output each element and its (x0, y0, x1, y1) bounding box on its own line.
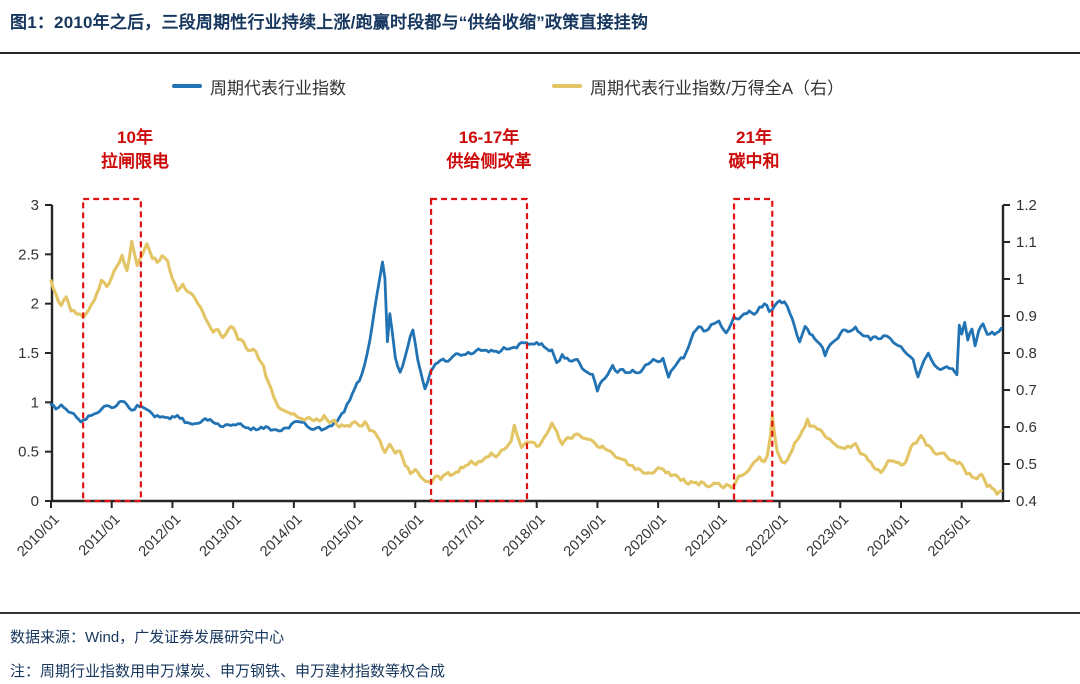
right-axis-tick-label: 1 (1016, 271, 1024, 288)
legend-label: 周期代表行业指数/万得全A（右） (590, 78, 845, 98)
data-source-text: 数据来源：Wind，广发证券发展研究中心 (10, 629, 285, 646)
right-axis-tick-label: 0.5 (1016, 456, 1037, 473)
right-axis-tick-label: 0.4 (1016, 493, 1037, 510)
x-axis-tick-label: 2018/01 (500, 512, 548, 560)
chart-legend: 周期代表行业指数 周期代表行业指数/万得全A（右） (0, 74, 1080, 98)
right-axis-tick-label: 0.7 (1016, 382, 1037, 399)
x-axis-tick-label: 2016/01 (379, 512, 427, 560)
blue-line-swatch-icon (172, 84, 202, 88)
x-axis-tick-label: 2023/01 (804, 512, 852, 560)
right-axis-tick-label: 0.6 (1016, 419, 1037, 436)
annotation-line: 10年 (117, 128, 153, 147)
right-axis-tick-label: 0.8 (1016, 345, 1037, 362)
annotation-line: 拉闸限电 (101, 152, 169, 171)
x-axis-tick-label: 2017/01 (439, 512, 487, 560)
x-axis-tick-label: 2013/01 (197, 512, 245, 560)
left-axis-tick-label: 1 (31, 394, 39, 411)
legend-label: 周期代表行业指数 (210, 78, 346, 98)
title-divider-line (0, 52, 1080, 54)
x-axis-tick-label: 2025/01 (925, 512, 973, 560)
annotation-line: 碳中和 (728, 152, 780, 171)
right-axis-tick-label: 0.9 (1016, 308, 1037, 325)
x-axis-tick-label: 2019/01 (561, 512, 609, 560)
annotation-line: 供给侧改革 (446, 152, 532, 171)
left-axis-tick-label: 2 (31, 296, 39, 313)
right-axis-tick-label: 1.2 (1016, 197, 1037, 214)
annotation-line: 16-17年 (458, 128, 520, 147)
series-line-cycle-ratio (49, 239, 1003, 496)
x-axis-tick-label: 2014/01 (257, 512, 305, 560)
annotation-line: 21年 (736, 128, 772, 147)
legend-item-cycle-ratio: 周期代表行业指数/万得全A（右） (552, 74, 844, 98)
figure-title: 图1：2010年之后，三段周期性行业持续上涨/跑赢时段都与“供给收缩”政策直接挂… (10, 13, 649, 32)
x-axis-tick-label: 2015/01 (318, 512, 366, 560)
annotation-2010-power-cuts: 10年 拉闸限电 (50, 126, 220, 174)
series-line-cycle-index (49, 260, 1003, 433)
x-axis-tick-label: 2024/01 (864, 512, 912, 560)
x-axis-tick-label: 2011/01 (76, 512, 124, 560)
left-axis-tick-label: 1.5 (18, 345, 39, 362)
legend-item-cycle-index: 周期代表行业指数 (172, 74, 346, 98)
left-axis-tick-label: 0.5 (18, 444, 39, 461)
x-axis-tick-label: 2020/01 (622, 512, 670, 560)
annotation-2016-supply-side-reform: 16-17年 供给侧改革 (404, 126, 574, 174)
left-axis-tick-label: 0 (31, 493, 39, 510)
x-axis-tick-label: 2010/01 (14, 512, 62, 560)
annotation-2021-carbon-neutrality: 21年 碳中和 (669, 126, 839, 174)
footnote-text: 注：周期行业指数用申万煤炭、申万钢铁、申万建材指数等权合成 (10, 663, 446, 680)
yellow-line-swatch-icon (552, 84, 582, 88)
right-axis-tick-label: 1.1 (1016, 234, 1037, 251)
x-axis-tick-label: 2012/01 (136, 512, 184, 560)
footer-divider-line (0, 612, 1080, 614)
left-axis-tick-label: 2.5 (18, 246, 39, 263)
left-axis-tick-label: 3 (31, 197, 39, 214)
highlight-box-2 (429, 197, 529, 503)
x-axis-tick-label: 2022/01 (743, 512, 791, 560)
x-axis-tick-label: 2021/01 (682, 512, 730, 560)
